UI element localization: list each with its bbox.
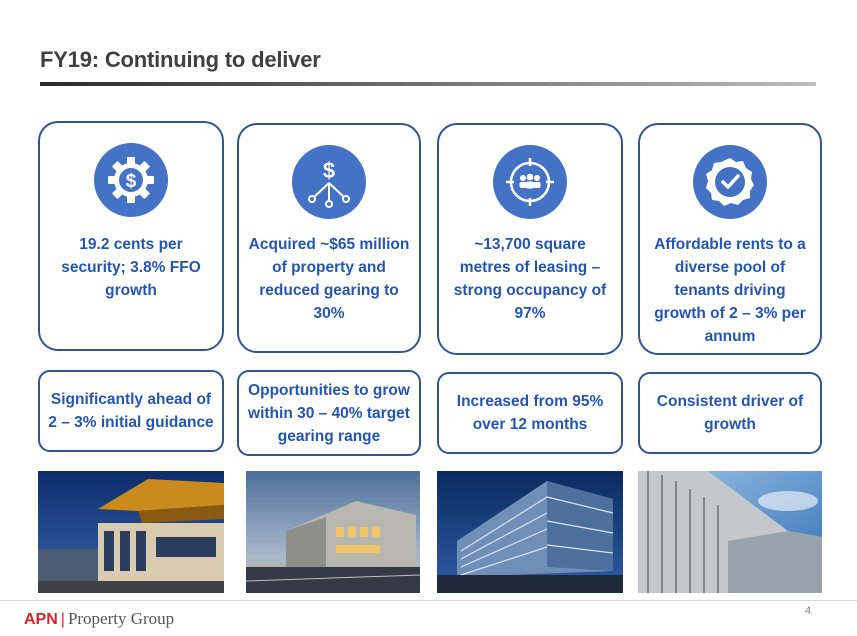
- card-text: Affordable rents to a diverse pool of te…: [654, 236, 806, 345]
- detail-pill-gearing: Opportunities to grow within 30 – 40% ta…: [237, 370, 421, 456]
- detail-pill-guidance: Significantly ahead of 2 – 3% initial gu…: [38, 370, 224, 452]
- footer-divider: [0, 600, 857, 601]
- kpi-card-rents: Affordable rents to a diverse pool of te…: [638, 123, 822, 355]
- title-underline: [40, 82, 816, 86]
- svg-text:$: $: [323, 158, 335, 183]
- dollar-network-icon: $: [292, 145, 366, 219]
- page-title: FY19: Continuing to deliver: [40, 47, 321, 72]
- target-people-icon: [493, 145, 567, 219]
- company-logo: APN | Property Group: [24, 609, 175, 628]
- detail-pill-occupancy: Increased from 95% over 12 months: [437, 372, 623, 454]
- check-badge-icon: [693, 145, 767, 219]
- kpi-card-earnings: $ 19.2 cents per security; 3.8% FFO grow…: [38, 121, 224, 351]
- detail-pill-growth: Consistent driver of growth: [638, 372, 822, 454]
- card-text: 19.2 cents per security; 3.8% FFO growth: [61, 236, 201, 299]
- svg-text:$: $: [126, 171, 137, 192]
- dollar-gear-icon: $: [94, 143, 168, 217]
- card-text: ~13,700 square metres of leasing – stron…: [453, 236, 607, 322]
- kpi-card-leasing: ~13,700 square metres of leasing – stron…: [437, 123, 623, 355]
- building-photo-1: [38, 471, 224, 593]
- page-number: 4: [805, 605, 812, 617]
- building-photo-4: [638, 471, 822, 593]
- building-photo-3: [437, 471, 623, 593]
- kpi-card-acquisitions: $ Acquired ~$65 million of property and …: [237, 123, 421, 353]
- card-text: Acquired ~$65 million of property and re…: [248, 236, 410, 322]
- building-photo-2: [246, 471, 420, 593]
